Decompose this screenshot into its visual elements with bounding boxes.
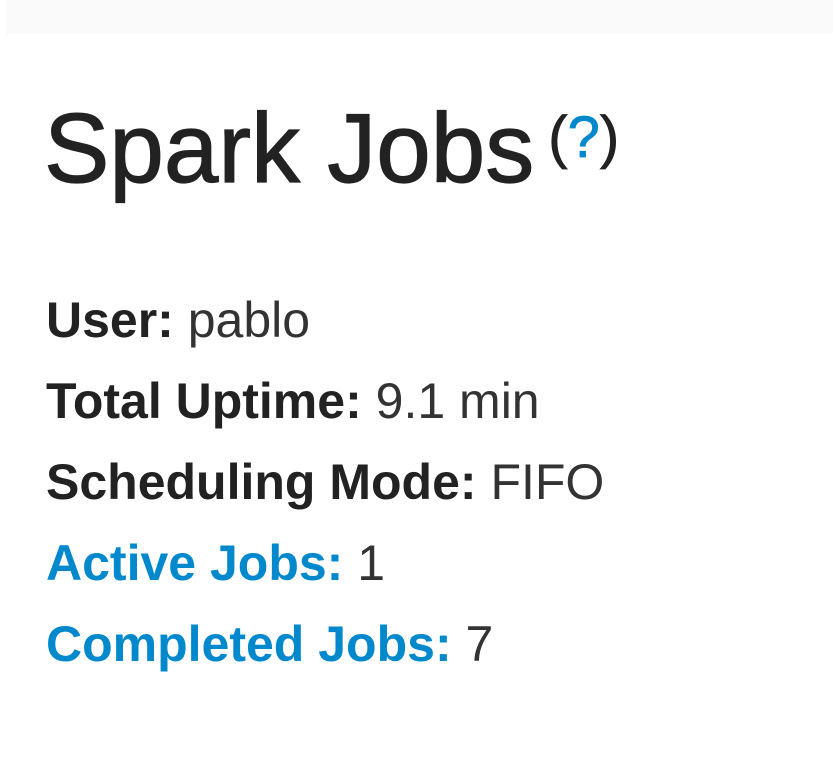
page-title: Spark Jobs (?) bbox=[43, 88, 620, 208]
uptime-value: 9.1 min bbox=[375, 373, 540, 429]
summary-scheduling: Scheduling Mode: FIFO bbox=[46, 447, 604, 528]
summary-user: User: pablo bbox=[46, 285, 604, 366]
page-title-text: Spark Jobs bbox=[43, 92, 535, 203]
active-jobs-link[interactable]: Active Jobs: bbox=[46, 535, 344, 591]
help-link[interactable]: ? bbox=[567, 105, 600, 171]
scheduling-value: FIFO bbox=[490, 454, 605, 510]
user-label: User: bbox=[46, 292, 174, 348]
help-tooltip[interactable]: (?) bbox=[548, 105, 620, 171]
top-bar bbox=[6, 0, 833, 34]
summary-list: User: pablo Total Uptime: 9.1 min Schedu… bbox=[46, 285, 604, 690]
summary-active-jobs: Active Jobs: 1 bbox=[46, 528, 604, 609]
completed-jobs-value: 7 bbox=[465, 616, 494, 672]
scheduling-label: Scheduling Mode: bbox=[46, 454, 477, 510]
summary-completed-jobs: Completed Jobs: 7 bbox=[46, 609, 604, 690]
user-value: pablo bbox=[187, 292, 311, 348]
uptime-label: Total Uptime: bbox=[46, 373, 362, 429]
completed-jobs-link[interactable]: Completed Jobs: bbox=[46, 616, 452, 672]
active-jobs-value: 1 bbox=[357, 535, 386, 591]
summary-uptime: Total Uptime: 9.1 min bbox=[46, 366, 604, 447]
